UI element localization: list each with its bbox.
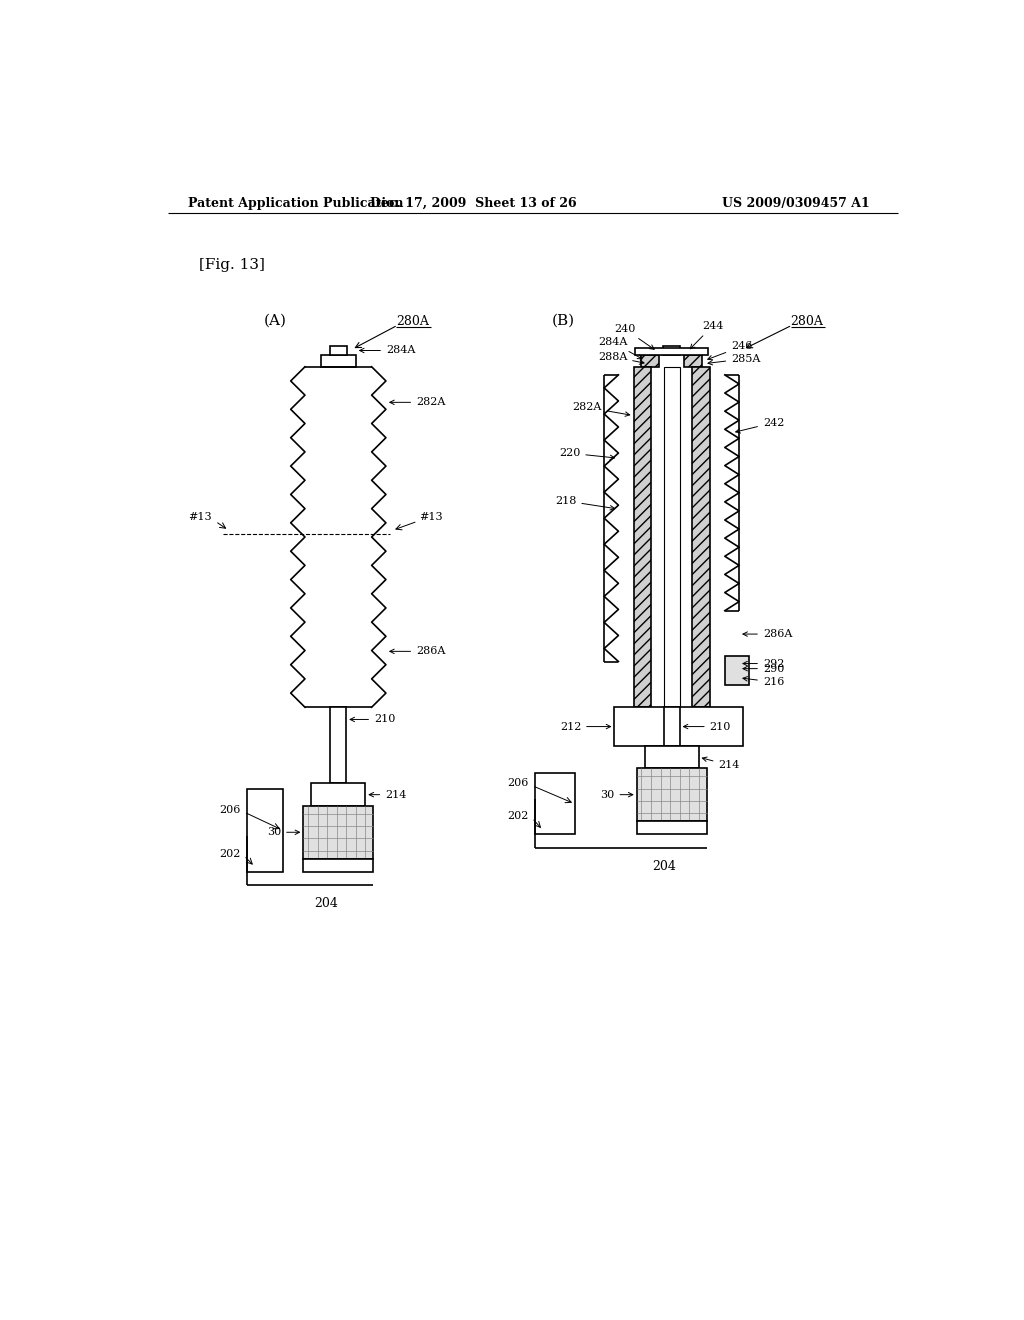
Text: 280A: 280A [791, 314, 823, 327]
Bar [303, 805, 373, 859]
Bar [331, 708, 346, 784]
Text: 280A: 280A [396, 314, 429, 327]
Bar [311, 784, 366, 805]
Bar [330, 346, 347, 355]
Bar [645, 746, 698, 768]
Text: 285A: 285A [708, 354, 761, 364]
Bar [637, 821, 707, 834]
Text: 204: 204 [314, 898, 338, 911]
Bar [663, 346, 680, 355]
Text: Patent Application Publication: Patent Application Publication [187, 197, 403, 210]
Bar [725, 656, 749, 685]
Text: 290: 290 [743, 664, 784, 673]
Text: #13: #13 [187, 512, 211, 523]
Text: 210: 210 [683, 722, 731, 731]
Bar [692, 367, 710, 708]
Text: [Fig. 13]: [Fig. 13] [200, 259, 265, 272]
Bar [641, 355, 658, 367]
Text: 202: 202 [219, 849, 241, 858]
Text: 30: 30 [267, 828, 299, 837]
Text: US 2009/0309457 A1: US 2009/0309457 A1 [722, 197, 870, 210]
Text: 284A: 284A [359, 346, 416, 355]
Text: 216: 216 [742, 677, 784, 686]
Text: 244: 244 [690, 321, 723, 348]
Bar [664, 708, 680, 746]
Text: 242: 242 [735, 417, 784, 433]
Bar [303, 859, 373, 873]
Text: 206: 206 [219, 805, 241, 814]
Text: 30: 30 [600, 789, 633, 800]
Text: (A): (A) [263, 314, 287, 329]
Bar [664, 367, 680, 708]
Text: 218: 218 [555, 496, 614, 510]
Text: (B): (B) [551, 314, 574, 329]
Bar [614, 708, 743, 746]
Bar [635, 348, 709, 355]
Text: 214: 214 [702, 758, 739, 770]
Text: #13: #13 [419, 512, 442, 523]
Bar [536, 774, 574, 834]
Bar [634, 367, 651, 708]
Bar [247, 788, 283, 873]
Text: 204: 204 [651, 859, 676, 873]
Text: 292: 292 [743, 659, 784, 668]
Text: 282A: 282A [572, 403, 630, 416]
Text: 284A: 284A [598, 338, 642, 359]
Bar [637, 768, 707, 821]
Text: 202: 202 [508, 810, 528, 821]
Bar [684, 355, 701, 367]
Text: 246: 246 [708, 342, 753, 360]
Text: 240: 240 [614, 325, 654, 350]
Bar [321, 355, 355, 367]
Text: 210: 210 [350, 714, 395, 725]
Text: 286A: 286A [390, 647, 445, 656]
Text: 212: 212 [560, 722, 610, 731]
Text: 282A: 282A [390, 397, 445, 408]
Text: 214: 214 [370, 789, 407, 800]
Text: Dec. 17, 2009  Sheet 13 of 26: Dec. 17, 2009 Sheet 13 of 26 [370, 197, 577, 210]
Text: 206: 206 [508, 779, 528, 788]
Text: 286A: 286A [743, 630, 793, 639]
Text: 220: 220 [559, 449, 614, 459]
Text: 288A: 288A [598, 351, 644, 364]
